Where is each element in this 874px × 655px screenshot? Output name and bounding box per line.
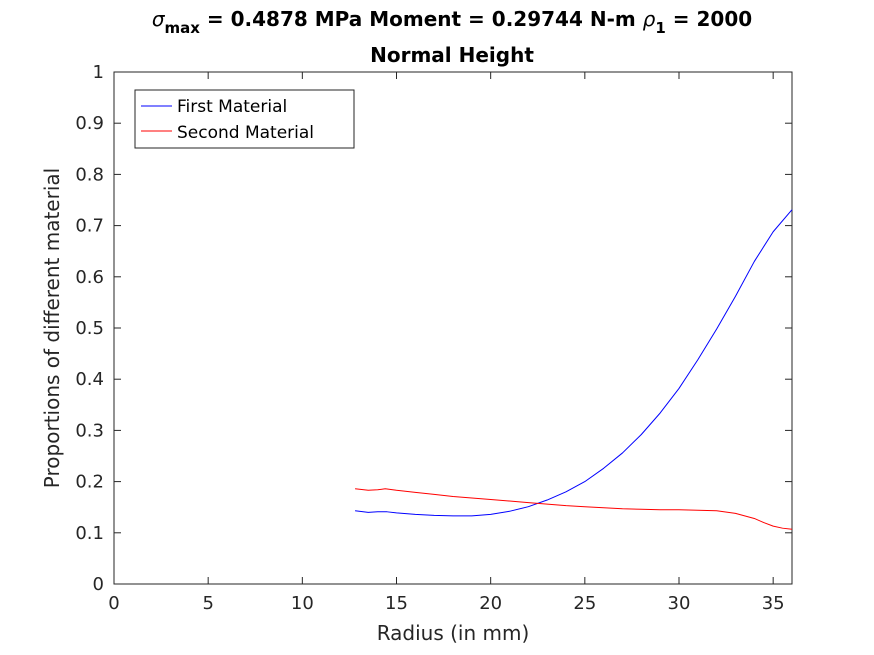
legend-label-first-material: First Material: [177, 97, 287, 117]
y-tick-label: 0.4: [75, 369, 104, 390]
plot-area: [113, 71, 793, 585]
series-lines: [355, 209, 793, 530]
series-line-second-material: [355, 488, 793, 530]
y-tick-label: 0.8: [75, 164, 104, 185]
x-tick-label: 5: [202, 593, 213, 614]
x-tick-label: 0: [108, 593, 119, 614]
y-tick-label: 0: [93, 574, 104, 595]
title-end: = 2000: [666, 7, 752, 31]
y-tick-label: 0.7: [75, 216, 104, 237]
chart-title-line2: Normal Height: [370, 43, 534, 67]
x-tick-label: 25: [573, 593, 596, 614]
axis-ticks: [113, 71, 792, 585]
y-tick-label: 0.6: [75, 267, 104, 288]
x-tick-label: 30: [668, 593, 691, 614]
legend: First Material Second Material: [134, 89, 355, 149]
x-tick-label: 20: [479, 593, 502, 614]
y-tick-label: 0.2: [75, 472, 104, 493]
x-tick-label: 35: [762, 593, 785, 614]
title-middle: = 0.4878 MPa Moment = 0.29744 N-m: [200, 7, 643, 31]
y-tick-label: 0.9: [75, 113, 104, 134]
legend-label-second-material: Second Material: [177, 123, 314, 143]
y-axis-label: Proportions of different material: [40, 168, 64, 488]
title-rho: ρ: [643, 7, 656, 31]
x-axis-label: Radius (in mm): [377, 621, 530, 645]
title-rho-subscript: 1: [655, 19, 665, 37]
title-sigma: σ: [152, 7, 166, 31]
series-line-first-material: [355, 209, 793, 517]
chart-title-line1: σmax = 0.4878 MPa Moment = 0.29744 N-m ρ…: [152, 7, 752, 37]
x-tick-label: 15: [385, 593, 408, 614]
title-sigma-subscript: max: [165, 19, 201, 37]
y-tick-label: 0.5: [75, 318, 104, 339]
y-tick-label: 0.3: [75, 420, 104, 441]
x-tick-label: 10: [291, 593, 314, 614]
y-tick-label: 1: [93, 62, 104, 83]
y-tick-label: 0.1: [75, 523, 104, 544]
legend-box: [134, 89, 355, 149]
axis-tick-labels: 0 5 10 15 20 25 30 35 0 0.1 0.2 0.3 0.4 0.5 0.6 0.7 0.8 0…: [75, 62, 784, 614]
